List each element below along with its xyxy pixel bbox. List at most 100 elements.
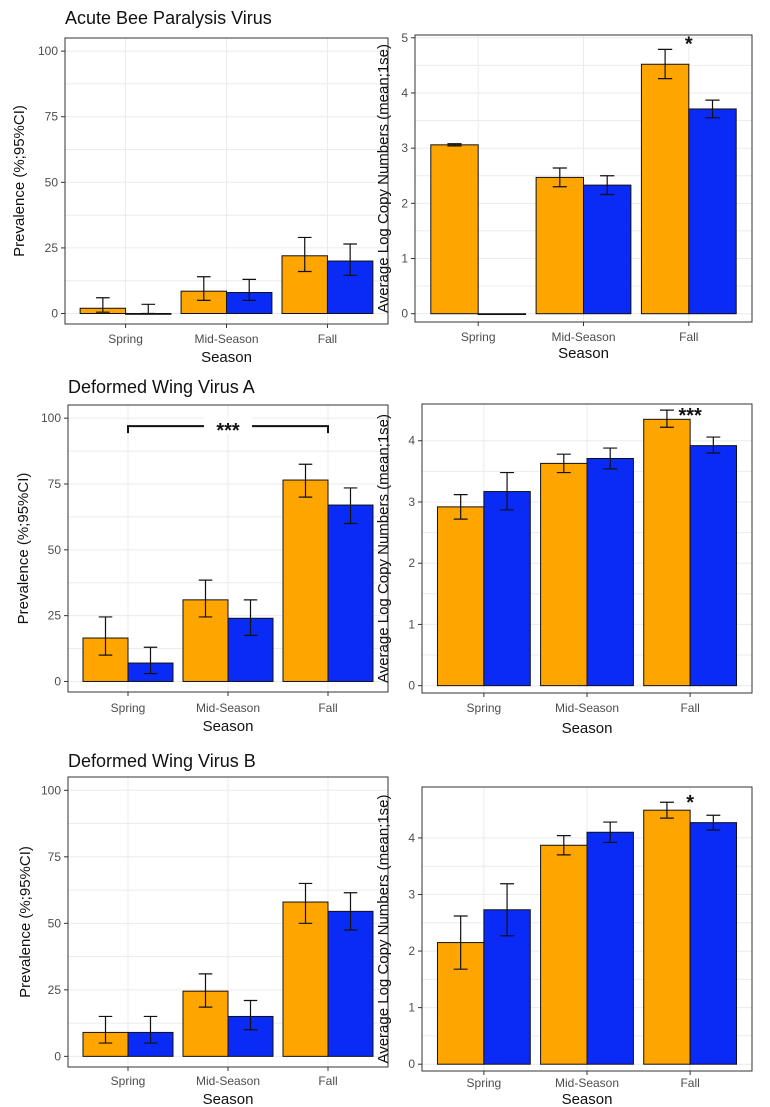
errorbar-spring-group2 xyxy=(143,1015,158,1044)
chart-panel-dwva-prevalence: 0 25 50 75 100 Spring Mid-Season Fall Season Prev… xyxy=(15,377,389,735)
chart-title: Deformed Wing Virus B xyxy=(68,751,256,771)
errorbar-fall-group2 xyxy=(706,814,721,831)
xtick-label-mid-season: Mid-Season xyxy=(555,701,619,715)
ytick-label-1: 25 xyxy=(48,609,62,623)
errorbar-fall-group1 xyxy=(659,409,674,428)
bar-spring-group2 xyxy=(477,313,527,316)
ytick-label-4: 100 xyxy=(41,411,61,425)
xtick-label-mid-season: Mid-Season xyxy=(194,332,258,346)
ytick-label-2: 2 xyxy=(408,556,415,570)
y-axis-label: Average Log Copy Numbers (mean;1se) xyxy=(375,414,392,683)
xtick-label-spring: Spring xyxy=(111,701,146,715)
significance-label-bg xyxy=(204,416,252,435)
x-axis-label: Season xyxy=(203,1091,254,1107)
errorbar-fall-group1 xyxy=(297,236,312,273)
bar-mid-season-group2 xyxy=(586,457,634,687)
ytick-label-4: 4 xyxy=(408,434,415,448)
errorbar-mid-season-group2 xyxy=(603,821,618,844)
ytick-label-0: 0 xyxy=(54,674,61,688)
ytick-label-4: 4 xyxy=(401,86,408,100)
errorbar-fall-group2 xyxy=(343,243,357,277)
bar-fall-group2 xyxy=(327,504,374,682)
ytick-label-2: 50 xyxy=(48,916,62,930)
xtick-label-mid-season: Mid-Season xyxy=(196,701,260,715)
ytick-label-4: 100 xyxy=(38,44,58,58)
errorbar-fall-group2 xyxy=(705,99,720,119)
y-axis-label: Prevalence (%;95%CI) xyxy=(15,473,32,625)
xtick-label-mid-season: Mid-Season xyxy=(551,330,615,344)
xtick-label-mid-season: Mid-Season xyxy=(196,1074,260,1088)
bar-spring-group1 xyxy=(430,144,479,315)
xtick-label-fall: Fall xyxy=(318,1074,337,1088)
ytick-label-0: 0 xyxy=(51,307,58,321)
y-axis-label: Prevalence (%;95%CI) xyxy=(17,846,34,998)
ytick-label-2: 50 xyxy=(45,175,59,189)
errorbar-fall-group2 xyxy=(343,892,358,931)
bar-mid-season-group2 xyxy=(583,184,632,315)
ytick-label-0: 0 xyxy=(401,307,408,321)
ytick-label-3: 75 xyxy=(48,850,62,864)
bar-mid-season-group2 xyxy=(586,831,634,1065)
bar-mid-season-group1 xyxy=(540,462,588,687)
errorbar-mid-season-group1 xyxy=(196,276,211,301)
errorbar-mid-season-group2 xyxy=(603,447,618,470)
significance-label-fall: * xyxy=(685,34,693,56)
bar-spring-group2 xyxy=(483,491,531,687)
xtick-label-spring: Spring xyxy=(108,332,143,346)
x-axis-label: Season xyxy=(558,345,609,362)
errorbar-spring-group1 xyxy=(453,494,468,520)
bar-spring-group2 xyxy=(483,909,531,1065)
ytick-label-2: 2 xyxy=(401,196,408,210)
errorbar-fall-group1 xyxy=(298,463,313,498)
xtick-label-spring: Spring xyxy=(461,330,496,344)
xtick-label-fall: Fall xyxy=(679,330,698,344)
xtick-label-fall: Fall xyxy=(680,701,699,715)
bar-fall-group2 xyxy=(688,108,737,315)
ytick-label-4: 100 xyxy=(41,783,61,797)
bar-fall-group1 xyxy=(643,418,691,687)
bar-fall-group2 xyxy=(689,822,738,1065)
errorbar-fall-group1 xyxy=(298,882,313,924)
errorbar-spring-group2 xyxy=(141,303,156,315)
y-axis-label: Average Log Copy Numbers (mean;1se) xyxy=(375,794,392,1063)
y-axis-label: Prevalence (%;95%CI) xyxy=(11,105,28,257)
errorbar-mid-season-group2 xyxy=(242,278,257,301)
chart-title: Deformed Wing Virus A xyxy=(68,377,255,397)
errorbar-fall-group1 xyxy=(658,48,673,80)
ytick-label-3: 75 xyxy=(48,477,62,491)
ytick-label-2: 2 xyxy=(408,944,415,958)
x-axis-label: Season xyxy=(562,720,613,737)
significance-label: *** xyxy=(216,420,240,442)
bar-mid-season-group1 xyxy=(540,844,588,1065)
bar-mid-season-group1 xyxy=(535,176,584,315)
chart-panel-abpv-copies: 0 1 2 3 4 5 Spring Mid-Season Fall Season Average … xyxy=(375,31,753,362)
errorbar-mid-season-group2 xyxy=(243,999,258,1031)
ytick-label-3: 3 xyxy=(401,141,408,155)
ytick-label-3: 3 xyxy=(408,887,415,901)
ytick-label-5: 5 xyxy=(401,31,408,45)
errorbar-mid-season-group2 xyxy=(243,599,258,636)
ytick-label-2: 50 xyxy=(48,543,62,557)
errorbar-fall-group2 xyxy=(706,436,721,454)
ytick-label-1: 25 xyxy=(48,983,62,997)
errorbar-mid-season-group2 xyxy=(600,175,615,196)
errorbar-fall-group2 xyxy=(343,487,358,525)
errorbar-mid-season-group1 xyxy=(198,579,213,618)
ytick-label-1: 1 xyxy=(408,617,415,631)
errorbar-spring-group1 xyxy=(96,297,110,313)
x-axis-label: Season xyxy=(562,1091,613,1107)
xtick-label-spring: Spring xyxy=(467,1076,502,1090)
errorbar-spring-group2 xyxy=(143,646,158,675)
chart-panel-abpv-prevalence: 0 25 50 75 100 Spring Mid-Season Fall Season Prev… xyxy=(11,8,389,366)
errorbar-spring-group1 xyxy=(447,143,462,147)
bar-fall-group1 xyxy=(282,901,329,1057)
bar-spring-group1 xyxy=(436,506,485,687)
errorbar-spring-group2 xyxy=(500,471,515,511)
errorbar-spring-group1 xyxy=(453,915,468,970)
ytick-label-1: 25 xyxy=(45,241,59,255)
errorbar-mid-season-group1 xyxy=(198,973,213,1008)
chart-panel-dwva-copies: 0 1 2 3 4 Spring Mid-Season Fall Season Average L… xyxy=(375,403,753,737)
xtick-label-mid-season: Mid-Season xyxy=(555,1076,619,1090)
ytick-label-0: 0 xyxy=(54,1049,61,1063)
xtick-label-spring: Spring xyxy=(467,701,502,715)
